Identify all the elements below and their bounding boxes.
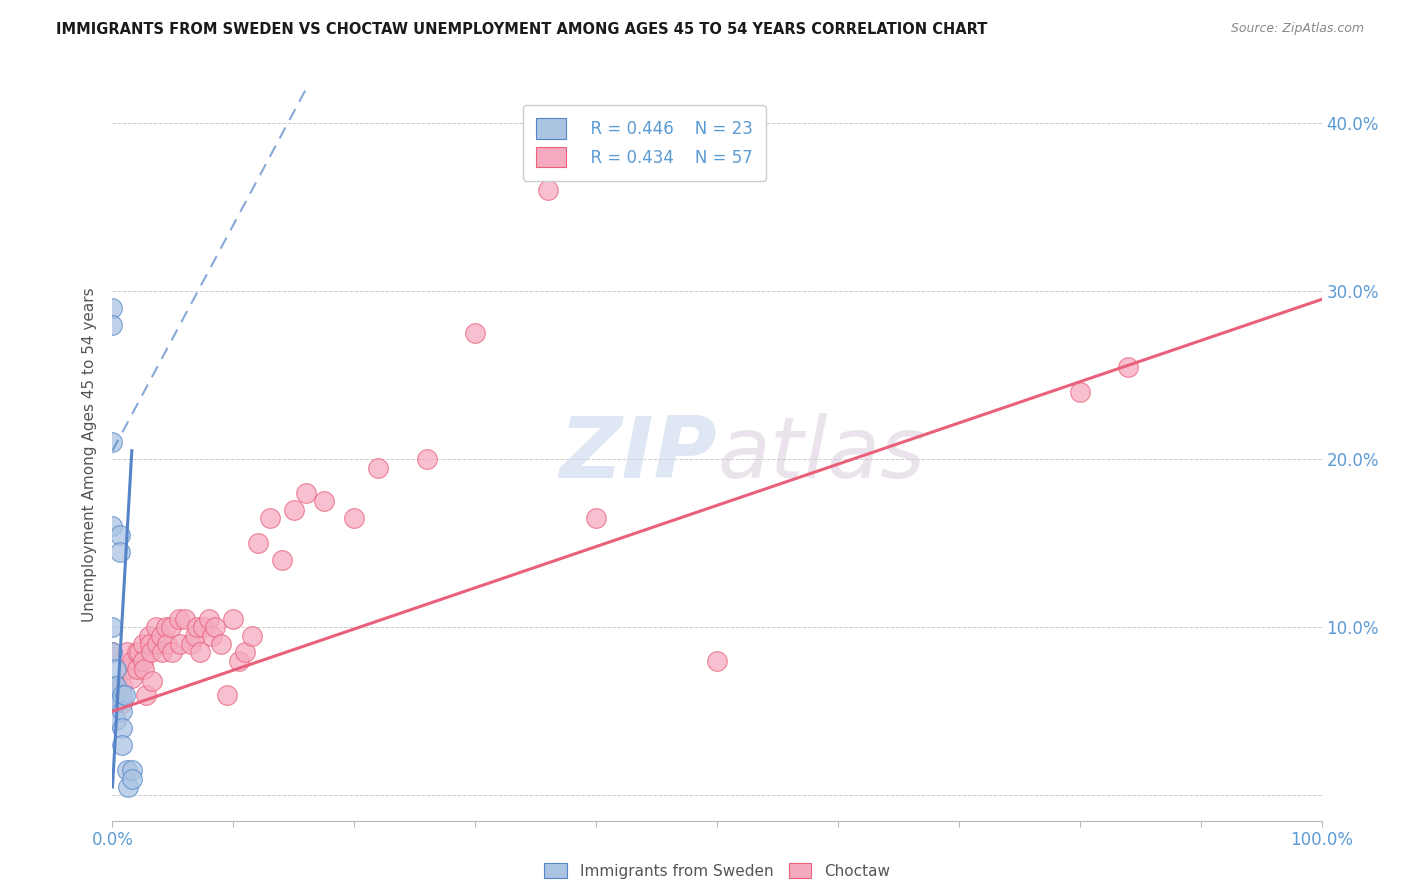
Point xyxy=(138,629,160,643)
Point xyxy=(121,654,143,668)
Point xyxy=(160,645,183,659)
Point xyxy=(183,629,205,643)
Point xyxy=(706,654,728,668)
Point xyxy=(416,452,439,467)
Point xyxy=(141,674,163,689)
Point xyxy=(111,704,134,718)
Point xyxy=(186,620,208,634)
Point xyxy=(114,688,136,702)
Point xyxy=(343,511,366,525)
Point xyxy=(101,645,124,659)
Point xyxy=(283,502,305,516)
Point xyxy=(128,645,150,659)
Point xyxy=(121,763,143,777)
Text: IMMIGRANTS FROM SWEDEN VS CHOCTAW UNEMPLOYMENT AMONG AGES 45 TO 54 YEARS CORRELA: IMMIGRANTS FROM SWEDEN VS CHOCTAW UNEMPL… xyxy=(56,22,987,37)
Point xyxy=(105,696,128,710)
Point xyxy=(367,460,389,475)
Legend: Immigrants from Sweden, Choctaw: Immigrants from Sweden, Choctaw xyxy=(537,855,897,886)
Point xyxy=(108,544,131,558)
Point xyxy=(149,629,172,643)
Point xyxy=(101,318,124,332)
Point xyxy=(150,645,173,659)
Point xyxy=(259,511,281,525)
Point xyxy=(228,654,250,668)
Point xyxy=(537,183,560,197)
Point xyxy=(132,654,155,668)
Point xyxy=(105,713,128,727)
Point xyxy=(246,536,269,550)
Point xyxy=(111,688,134,702)
Point xyxy=(464,326,486,340)
Point xyxy=(101,696,124,710)
Point xyxy=(101,645,124,659)
Point xyxy=(139,637,162,651)
Point xyxy=(585,511,607,525)
Point xyxy=(1069,384,1091,399)
Point xyxy=(105,679,128,693)
Text: ZIP: ZIP xyxy=(560,413,717,497)
Text: atlas: atlas xyxy=(717,413,925,497)
Point xyxy=(125,662,148,676)
Point xyxy=(101,679,124,693)
Point xyxy=(145,620,167,634)
Point xyxy=(105,662,128,676)
Point xyxy=(222,612,245,626)
Point xyxy=(108,528,131,542)
Point xyxy=(217,688,239,702)
Point xyxy=(295,485,318,500)
Point xyxy=(180,637,202,651)
Point xyxy=(159,620,181,634)
Point xyxy=(156,637,179,651)
Point xyxy=(169,637,191,651)
Point xyxy=(235,645,257,659)
Point xyxy=(132,637,155,651)
Point xyxy=(117,780,139,794)
Point xyxy=(101,301,124,315)
Point xyxy=(101,435,124,450)
Point xyxy=(188,645,211,659)
Point xyxy=(111,721,134,735)
Point xyxy=(115,763,138,777)
Point xyxy=(121,671,143,685)
Point xyxy=(155,620,177,634)
Point xyxy=(105,679,128,693)
Point xyxy=(101,620,124,634)
Point xyxy=(146,637,169,651)
Point xyxy=(135,688,157,702)
Point xyxy=(111,738,134,752)
Point xyxy=(204,620,226,634)
Point xyxy=(174,612,197,626)
Point xyxy=(111,679,134,693)
Point xyxy=(312,494,335,508)
Y-axis label: Unemployment Among Ages 45 to 54 years: Unemployment Among Ages 45 to 54 years xyxy=(82,287,97,623)
Point xyxy=(121,772,143,786)
Point xyxy=(115,645,138,659)
Point xyxy=(1116,359,1139,374)
Text: Source: ZipAtlas.com: Source: ZipAtlas.com xyxy=(1230,22,1364,36)
Point xyxy=(167,612,190,626)
Point xyxy=(201,629,224,643)
Point xyxy=(141,645,163,659)
Point xyxy=(209,637,232,651)
Point xyxy=(111,696,134,710)
Point xyxy=(198,612,221,626)
Point xyxy=(117,662,139,676)
Point xyxy=(125,645,148,659)
Point xyxy=(240,629,263,643)
Point xyxy=(191,620,214,634)
Point xyxy=(132,662,155,676)
Point xyxy=(101,519,124,533)
Point xyxy=(270,553,292,567)
